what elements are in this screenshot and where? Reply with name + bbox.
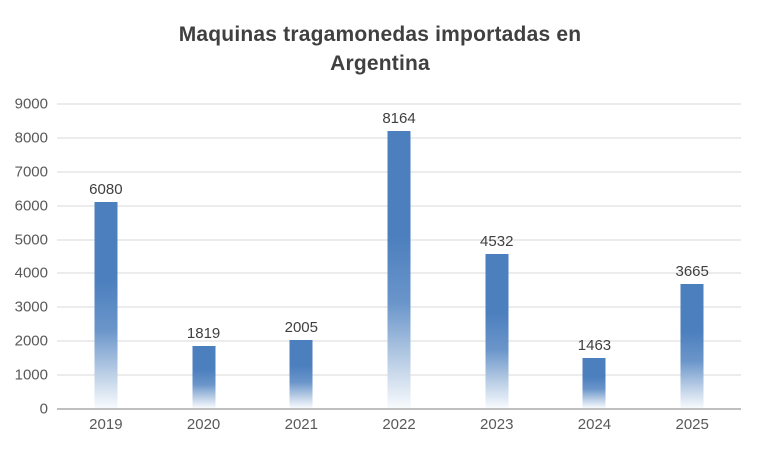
bar-slot: 1819: [155, 104, 253, 409]
y-axis-tick-label: 3000: [14, 298, 48, 316]
y-axis-tick-label: 1000: [14, 366, 48, 384]
x-axis-tick-label: 2022: [382, 416, 416, 433]
bar-value-label: 2005: [284, 319, 318, 337]
y-axis-tick-label: 9000: [14, 95, 48, 113]
y-axis-tick-label: 5000: [14, 231, 48, 249]
bar-2025: [680, 283, 704, 408]
x-axis-tick-label: 2025: [675, 416, 709, 433]
bar-slot: 3665: [643, 104, 741, 409]
bar-2019: [94, 201, 118, 408]
bar-2021: [289, 340, 313, 408]
x-axis-tick-label: 2024: [577, 416, 612, 433]
chart-title: Maquinas tragamonedas importadas en Arge…: [0, 20, 760, 78]
x-axis-tick-label: 2021: [284, 416, 318, 433]
x-axis-tick-label: 2020: [186, 416, 221, 433]
y-axis-tick-label: 4000: [14, 264, 48, 282]
bars-layer: 6080 1819 2005 8164 4532 1463 3665: [57, 104, 741, 409]
y-axis-tick-label: 0: [39, 400, 48, 418]
bar-slot: 1463: [546, 104, 644, 409]
bar-slot: 4532: [448, 104, 546, 409]
y-axis-tick-label: 2000: [14, 332, 48, 350]
bar-slot: 6080: [57, 104, 155, 409]
bar-2023: [485, 254, 509, 408]
x-axis: 2019 2020 2021 2022 2023 2024 2025: [57, 416, 741, 433]
bar-value-label: 8164: [382, 110, 416, 128]
chart-title-line-2: Argentina: [330, 52, 430, 75]
bar-value-label: 4532: [480, 233, 514, 251]
x-axis-line: [57, 408, 741, 410]
bar-slot: 8164: [350, 104, 448, 409]
bar-2022: [387, 131, 411, 408]
bar-2020: [192, 346, 216, 408]
x-axis-tick-label: 2023: [480, 416, 514, 433]
plot-area: 6080 1819 2005 8164 4532 1463 3665: [57, 103, 741, 410]
bar-value-label: 6080: [89, 180, 123, 198]
y-axis-tick-label: 8000: [14, 129, 48, 147]
x-axis-tick-label: 2019: [89, 416, 123, 433]
gridline: [57, 103, 741, 105]
bar-value-label: 1819: [186, 325, 221, 343]
y-axis: 0 1000 2000 3000 4000 5000 6000 7000 8000 9000: [0, 96, 48, 418]
y-axis-tick-label: 6000: [14, 197, 48, 215]
bar-2024: [582, 358, 606, 408]
y-axis-tick-label: 7000: [14, 163, 48, 181]
bar-slot: 2005: [252, 104, 350, 409]
bar-value-label: 1463: [577, 337, 612, 355]
chart-title-line-1: Maquinas tragamonedas importadas en: [178, 23, 582, 46]
bar-value-label: 3665: [675, 262, 709, 280]
